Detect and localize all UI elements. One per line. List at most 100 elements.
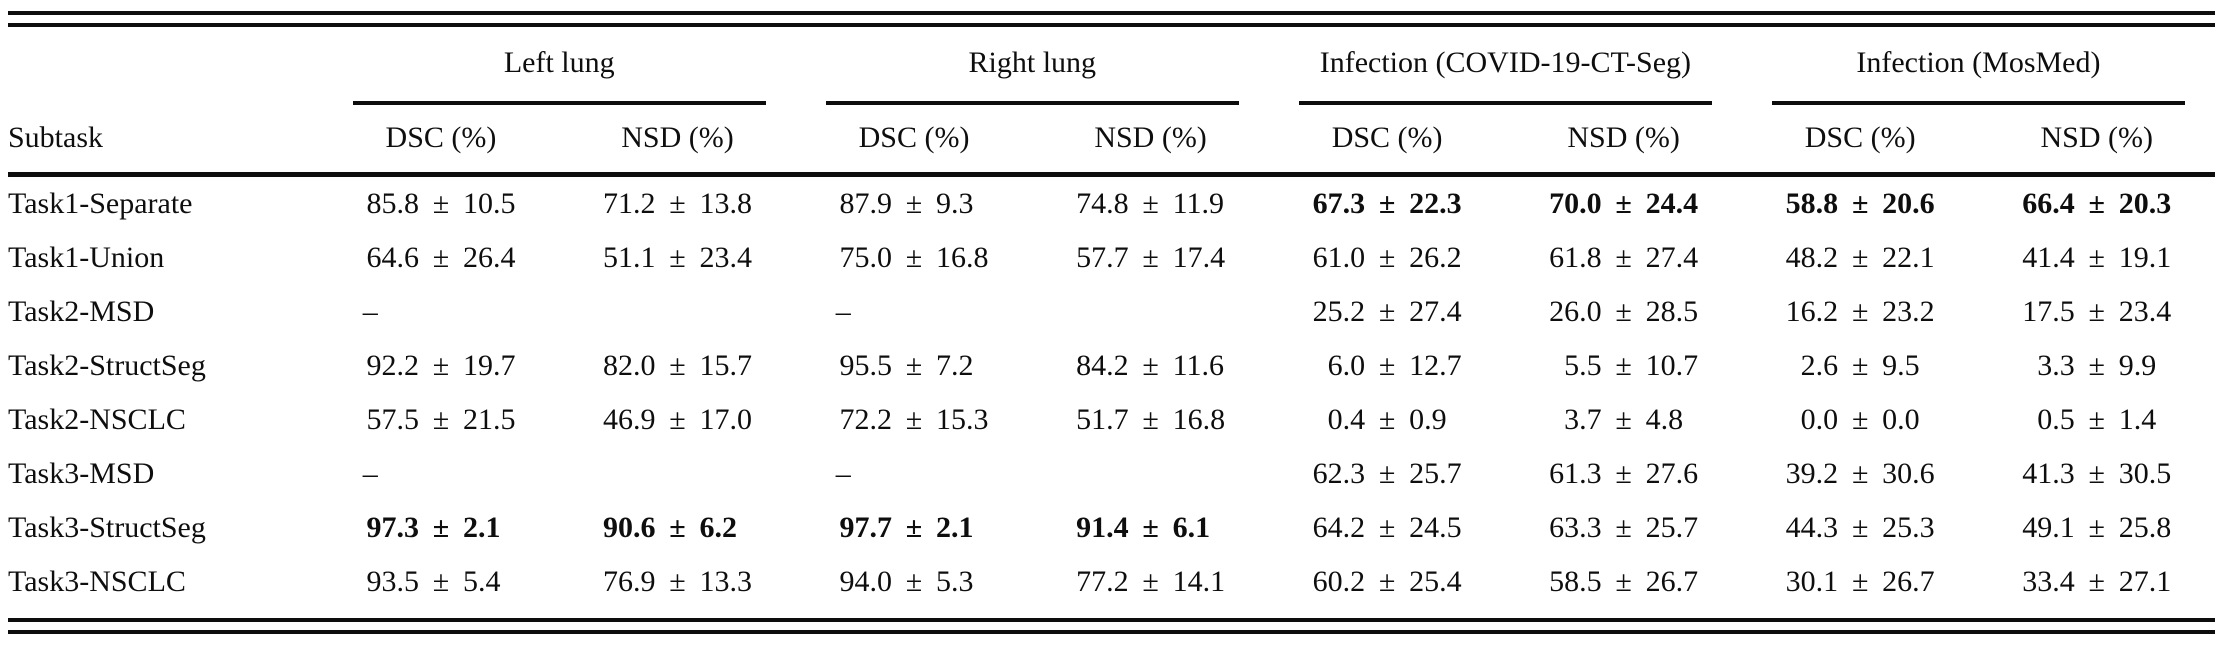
std-value: 17.4 xyxy=(1172,241,1226,274)
metric-value: 26.0 ±28.5 xyxy=(1505,295,1742,329)
missing-value-dash: – xyxy=(835,295,851,328)
group-label: Infection (MosMed) xyxy=(1856,46,2101,79)
plus-minus-sign: ± xyxy=(2088,241,2105,274)
mean-value: 44.3 xyxy=(1785,511,1839,544)
mean-value: 60.2 xyxy=(1312,565,1366,598)
metric-value: 66.4 ±20.3 xyxy=(1978,187,2215,221)
plus-minus-sign: ± xyxy=(2088,349,2105,382)
metric-cell: 66.4 ±20.3 xyxy=(1978,175,2215,232)
metric-cell: 41.4 ±19.1 xyxy=(1978,231,2215,285)
mean-value: 0.4 xyxy=(1327,403,1366,436)
metric-cell: 51.1 ±23.4 xyxy=(559,231,796,285)
top-double-rule xyxy=(8,11,2215,27)
row-label: Task1-Union xyxy=(8,241,165,274)
metric-cell: 5.5 ±10.7 xyxy=(1505,339,1742,393)
metric-cell xyxy=(1032,447,1269,501)
std-value: 24.5 xyxy=(1409,511,1462,544)
mean-value: 58.5 xyxy=(1549,565,1602,598)
metric-cell: – xyxy=(796,285,1033,339)
std-value: 25.8 xyxy=(2118,511,2172,544)
mean-value: 82.0 xyxy=(603,349,656,382)
std-value: 22.1 xyxy=(1882,241,1935,274)
plus-minus-sign: ± xyxy=(1378,295,1396,328)
std-value: 25.4 xyxy=(1409,565,1462,598)
std-value: 0.0 xyxy=(1882,403,1920,436)
metric-cell: 95.5 ±7.2 xyxy=(796,339,1033,393)
col-header-right-nsd: NSD (%) xyxy=(1032,103,1269,177)
plus-minus-sign: ± xyxy=(1615,241,1632,274)
metric-value: 93.5 ±5.4 xyxy=(323,565,560,599)
mean-value: 51.1 xyxy=(603,241,656,274)
mean-value: 62.3 xyxy=(1312,457,1366,490)
row-label: Task2-NSCLC xyxy=(8,403,186,436)
metric-cell: 58.8 ±20.6 xyxy=(1742,175,1979,232)
plus-minus-sign: ± xyxy=(905,187,923,220)
mean-value: 0.5 xyxy=(2037,403,2075,436)
std-value: 19.1 xyxy=(2118,241,2172,274)
mean-value: 46.9 xyxy=(603,403,656,436)
plus-minus-sign: ± xyxy=(432,241,450,274)
plus-minus-sign: ± xyxy=(905,565,923,598)
metric-cell: 16.2 ±23.2 xyxy=(1742,285,1979,339)
plus-minus-sign: ± xyxy=(1378,403,1396,436)
metric-cell: 39.2 ±30.6 xyxy=(1742,447,1979,501)
plus-minus-sign: ± xyxy=(669,241,686,274)
mean-value: 92.2 xyxy=(366,349,419,382)
mean-value: 61.0 xyxy=(1312,241,1366,274)
metric-cell: 92.2 ±19.7 xyxy=(323,339,560,393)
mean-value: 0.0 xyxy=(1800,403,1839,436)
metric-cell: 76.9 ±13.3 xyxy=(559,555,796,609)
std-value: 28.5 xyxy=(1645,295,1699,328)
plus-minus-sign: ± xyxy=(1378,457,1396,490)
metric-value: 95.5 ±7.2 xyxy=(796,349,1033,383)
metric-cell: 61.3 ±27.6 xyxy=(1505,447,1742,501)
metric-value: 25.2 ±27.4 xyxy=(1269,295,1506,329)
metric-value: 61.0 ±26.2 xyxy=(1269,241,1506,275)
group-header-infection-covid: Infection (COVID-19-CT-Seg) xyxy=(1269,25,1742,105)
metric-cell: 75.0 ±16.8 xyxy=(796,231,1033,285)
row-label: Task3-StructSeg xyxy=(8,511,206,544)
mean-value: 66.4 xyxy=(2022,187,2075,220)
plus-minus-sign: ± xyxy=(1851,295,1869,328)
std-value: 4.8 xyxy=(1645,403,1684,436)
plus-minus-sign: ± xyxy=(1378,349,1396,382)
metric-value: 2.6 ±9.5 xyxy=(1742,349,1979,383)
std-value: 21.5 xyxy=(462,403,516,436)
plus-minus-sign: ± xyxy=(669,565,686,598)
table-row: Task3-MSD – – 62.3 ±25.7 61.3 ±27.6 39.2 ±30.6 41… xyxy=(8,447,2215,501)
metric-value: 71.2 ±13.8 xyxy=(559,187,796,221)
plus-minus-sign: ± xyxy=(1378,187,1396,220)
metric-cell: 97.3 ±2.1 xyxy=(323,501,560,555)
metric-value: 5.5 ±10.7 xyxy=(1505,349,1742,383)
table-row: Task2-NSCLC 57.5 ±21.5 46.9 ±17.0 72.2 ±15.3 51… xyxy=(8,393,2215,447)
plus-minus-sign: ± xyxy=(1615,349,1632,382)
col-header-left-dsc: DSC (%) xyxy=(322,103,560,177)
metric-value: 48.2 ±22.1 xyxy=(1742,241,1979,275)
group-rule-left-lung: Left lung xyxy=(352,25,766,105)
plus-minus-sign: ± xyxy=(1851,241,1869,274)
std-value: 16.8 xyxy=(1172,403,1226,436)
group-label: Infection (COVID-19-CT-Seg) xyxy=(1319,46,1692,79)
metric-value: 3.3 ±9.9 xyxy=(1978,349,2215,383)
group-rule-infection-mosmed: Infection (MosMed) xyxy=(1771,25,2185,105)
metric-cell: 82.0 ±15.7 xyxy=(559,339,796,393)
metric-cell: – xyxy=(796,447,1033,501)
mean-value: 71.2 xyxy=(603,187,656,220)
col-header-right-dsc: DSC (%) xyxy=(795,103,1033,177)
std-value: 14.1 xyxy=(1172,565,1226,598)
plus-minus-sign: ± xyxy=(1615,565,1632,598)
metric-value: 76.9 ±13.3 xyxy=(559,565,796,599)
metric-cell: 67.3 ±22.3 xyxy=(1269,175,1506,232)
metric-cell: 3.3 ±9.9 xyxy=(1978,339,2215,393)
metric-value: 49.1 ±25.8 xyxy=(1978,511,2215,545)
metric-cell: 90.6 ±6.2 xyxy=(559,501,796,555)
metric-value: 0.0 ±0.0 xyxy=(1742,403,1979,437)
table-row: Task3-NSCLC 93.5 ±5.4 76.9 ±13.3 94.0 ±5.3 77.2… xyxy=(8,555,2215,609)
metric-cell: 70.0 ±24.4 xyxy=(1505,175,1742,232)
table-row: Task3-StructSeg 97.3 ±2.1 90.6 ±6.2 97.7 ±2.1 9… xyxy=(8,501,2215,555)
group-rule-infection-covid: Infection (COVID-19-CT-Seg) xyxy=(1298,25,1712,105)
std-value: 23.4 xyxy=(2118,295,2172,328)
metric-value: 97.3 ±2.1 xyxy=(323,511,560,545)
std-value: 11.6 xyxy=(1172,349,1224,382)
plus-minus-sign: ± xyxy=(669,511,686,544)
